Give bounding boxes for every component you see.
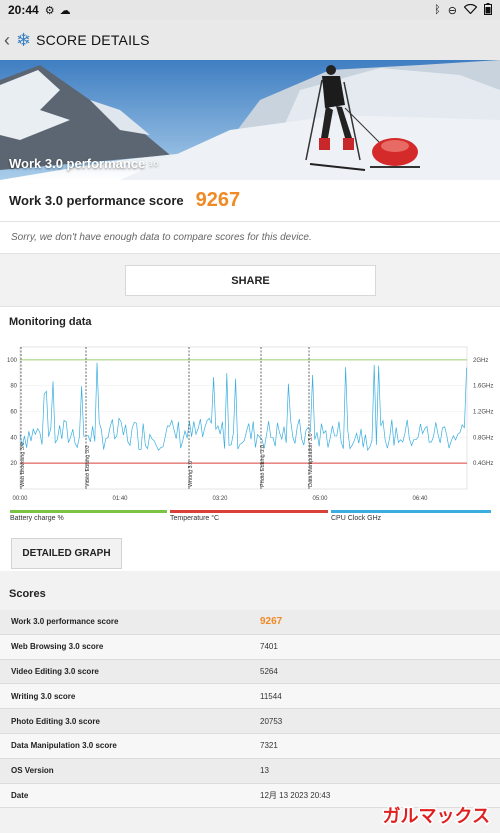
monitoring-panel: Monitoring data 100 80 60 40 20 2GHz 1.6GHz 1.2…	[0, 306, 500, 571]
status-time: 20:44	[8, 3, 39, 17]
table-row: Data Manipulation 3.0 score 7321	[0, 733, 500, 759]
monitoring-chart[interactable]: 100 80 60 40 20 2GHz 1.6GHz 1.2GHz 0.8GHz 0.4GHz 0…	[0, 341, 500, 509]
y-right-tick-label: 1.2GHz	[473, 410, 493, 416]
skier-figure	[305, 65, 386, 171]
row-label: Photo Editing 3.0 score	[11, 716, 100, 726]
score-card: Work 3.0 performance score 9267	[0, 180, 500, 222]
hero-title: Work 3.0 performance 3.0	[9, 156, 159, 171]
do-not-disturb-icon: ⊖	[447, 4, 457, 17]
row-value: 20753	[260, 716, 283, 726]
app-bar: ‹ ❄ SCORE DETAILS	[0, 20, 500, 60]
row-label: Work 3.0 performance score	[11, 617, 119, 627]
svg-text:ガルマックス: ガルマックス	[383, 806, 490, 827]
status-bar: 20:44 ⚙ ☁ ᛒ ⊖	[0, 0, 500, 20]
y-left-tick-label: 40	[10, 435, 17, 441]
table-row: Work 3.0 performance score 9267	[0, 610, 500, 635]
row-label: Video Editing 3.0 score	[11, 666, 99, 676]
test-marker-label: Video Editing 3.0	[85, 446, 91, 488]
hero-mountain-image	[0, 60, 500, 180]
legend-temperature: Temperature °C	[170, 510, 328, 522]
table-row: Web Browsing 3.0 score 7401	[0, 634, 500, 660]
chart-plot-area	[19, 346, 468, 490]
page-title: SCORE DETAILS	[36, 32, 150, 48]
legend-battery: Battery charge %	[10, 510, 167, 522]
y-right-tick-label: 2GHz	[473, 358, 488, 364]
x-tick-label: 05:00	[312, 496, 328, 502]
test-marker-label: Web Browsing 3.0	[20, 442, 26, 487]
x-tick-label: 01:40	[112, 496, 128, 502]
row-value: 7401	[260, 642, 278, 652]
back-arrow-icon[interactable]: ‹	[4, 29, 10, 50]
monitoring-title: Monitoring data	[9, 316, 92, 328]
watermark-logo: ガルマックス	[381, 805, 491, 829]
scores-title: Scores	[9, 588, 46, 600]
row-label: Data Manipulation 3.0 score	[11, 741, 117, 751]
sled	[370, 138, 420, 168]
legend-cpu: CPU Clock GHz	[331, 510, 491, 522]
x-tick-label: 06:40	[412, 496, 428, 502]
y-left-tick-label: 20	[10, 461, 17, 467]
scores-table: Work 3.0 performance score 9267 Web Brows…	[0, 610, 500, 809]
bluetooth-icon: ᛒ	[434, 4, 441, 16]
table-row: Writing 3.0 score 11544	[0, 684, 500, 710]
test-marker-label: Photo Editing 3.0	[260, 445, 266, 487]
table-row: Date 12月 13 2023 20:43	[0, 783, 500, 809]
detailed-graph-button[interactable]: DETAILED GRAPH	[11, 538, 122, 569]
y-right-tick-label: 0.4GHz	[473, 461, 493, 467]
row-label: Date	[11, 790, 29, 800]
settings-icon: ⚙	[44, 4, 55, 17]
cpu-series-line	[19, 362, 467, 452]
row-label: Web Browsing 3.0 score	[11, 642, 104, 652]
score-value: 9267	[195, 189, 241, 211]
y-left-tick-label: 100	[7, 358, 18, 364]
row-value: 12月 13 2023 20:43	[260, 790, 331, 800]
row-value: 9267	[260, 616, 283, 628]
table-row: Photo Editing 3.0 score 20753	[0, 709, 500, 734]
compare-note: Sorry, we don't have enough data to comp…	[0, 222, 500, 254]
y-left-tick-label: 60	[10, 410, 17, 416]
row-value: 5264	[260, 666, 278, 676]
row-value: 11544	[260, 691, 282, 701]
x-tick-label: 00:00	[12, 496, 28, 502]
x-tick-label: 03:20	[212, 496, 228, 502]
y-left-tick-label: 80	[10, 384, 17, 390]
battery-icon	[484, 2, 492, 18]
cloud-icon: ☁	[59, 4, 71, 17]
hero-banner: Work 3.0 performance 3.0	[0, 60, 500, 180]
row-value: 13	[260, 766, 269, 776]
row-label: OS Version	[11, 766, 54, 776]
row-label: Writing 3.0 score	[11, 691, 76, 701]
y-right-tick-label: 1.6GHz	[473, 384, 493, 390]
row-value: 7321	[260, 741, 278, 751]
test-marker-label: Data Manipulation 3.0	[308, 433, 314, 487]
share-button[interactable]: SHARE	[125, 265, 376, 296]
wifi-icon	[463, 3, 478, 17]
table-row: Video Editing 3.0 score 5264	[0, 659, 500, 685]
snowflake-logo-icon: ❄	[16, 29, 32, 50]
y-right-tick-label: 0.8GHz	[473, 435, 493, 441]
table-row: OS Version 13	[0, 758, 500, 784]
score-label: Work 3.0 performance score	[9, 193, 184, 208]
test-marker-label: Writing 3.0	[188, 461, 194, 487]
